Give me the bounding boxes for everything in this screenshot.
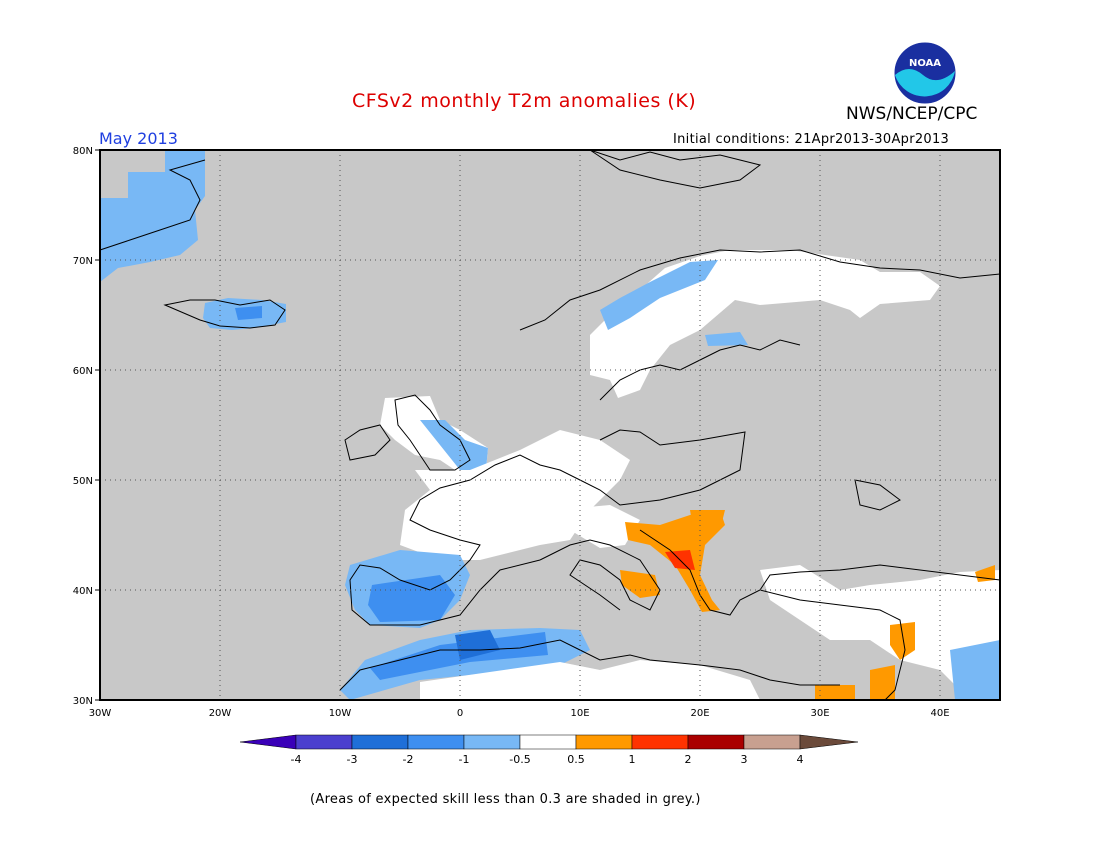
agency-label: NWS/NCEP/CPC bbox=[846, 104, 978, 124]
colorbar-label: -3 bbox=[347, 753, 358, 766]
lon-tick-label: 20E bbox=[690, 708, 709, 719]
initial-conditions: Initial conditions: 21Apr2013-30Apr2013 bbox=[673, 132, 950, 147]
colorbar-swatch bbox=[687, 734, 745, 750]
coastlines bbox=[99, 149, 1001, 701]
lat-tick-label: 60N bbox=[73, 366, 93, 377]
lon-tick-label: 30W bbox=[89, 708, 112, 719]
lon-tick-label: 10W bbox=[329, 708, 352, 719]
colorbar-label: 4 bbox=[797, 753, 804, 766]
colorbar-swatch bbox=[519, 734, 577, 750]
colorbar-swatch bbox=[239, 734, 297, 750]
svg-text:NOAA: NOAA bbox=[909, 58, 941, 69]
colorbar: -4 -3 -2 -1 -0.5 0.5 1 2 3 4 bbox=[239, 734, 859, 766]
map-frame bbox=[99, 149, 1001, 701]
lat-tick-label: 70N bbox=[73, 256, 93, 267]
colorbar-swatch bbox=[631, 734, 689, 750]
colorbar-swatch bbox=[407, 734, 465, 750]
colorbar-label: 3 bbox=[741, 753, 748, 766]
lon-tick-label: 30E bbox=[810, 708, 829, 719]
colorbar-swatch bbox=[463, 734, 521, 750]
colorbar-swatch bbox=[575, 734, 633, 750]
levant-positive-patch bbox=[890, 622, 915, 660]
colorbar-label: -0.5 bbox=[509, 753, 530, 766]
lat-tick-label: 30N bbox=[73, 696, 93, 707]
forecast-month: May 2013 bbox=[99, 129, 178, 148]
colorbar-swatch bbox=[799, 734, 859, 750]
colorbar-label: 2 bbox=[685, 753, 692, 766]
colorbar-swatch bbox=[295, 734, 353, 750]
uk-negative-patch bbox=[420, 420, 488, 470]
lat-tick-label: 40N bbox=[73, 586, 93, 597]
colorbar-label: -2 bbox=[403, 753, 414, 766]
lon-tick-label: 20W bbox=[209, 708, 232, 719]
sahara-neutral-patch bbox=[420, 660, 760, 700]
latitude-axis: 80N 70N 60N 50N 40N 30N bbox=[73, 146, 100, 707]
map-title: CFSv2 monthly T2m anomalies (K) bbox=[352, 90, 697, 112]
graticule bbox=[100, 150, 1000, 700]
lat-tick-label: 50N bbox=[73, 476, 93, 487]
skill-footnote: (Areas of expected skill less than 0.3 a… bbox=[310, 792, 701, 807]
norway-coast-negative-patch bbox=[600, 260, 718, 330]
lon-tick-label: 10E bbox=[570, 708, 589, 719]
colorbar-label: -1 bbox=[459, 753, 470, 766]
lat-tick-label: 80N bbox=[73, 146, 93, 157]
colorbar-swatch bbox=[743, 734, 801, 750]
colorbar-label: -4 bbox=[291, 753, 302, 766]
anomaly-patches bbox=[100, 150, 1000, 700]
greenland-negative-patch bbox=[100, 150, 205, 282]
longitude-axis: 30W 20W 10W 0 10E 20E 30E 40E bbox=[89, 708, 950, 719]
lon-tick-label: 0 bbox=[457, 708, 463, 719]
levant-neutral-patch bbox=[760, 565, 1000, 700]
noaa-logo: NOAA bbox=[893, 41, 957, 105]
lon-tick-label: 40E bbox=[930, 708, 949, 719]
colorbar-swatch bbox=[351, 734, 409, 750]
colorbar-label: 1 bbox=[629, 753, 636, 766]
colorbar-label: 0.5 bbox=[567, 753, 585, 766]
